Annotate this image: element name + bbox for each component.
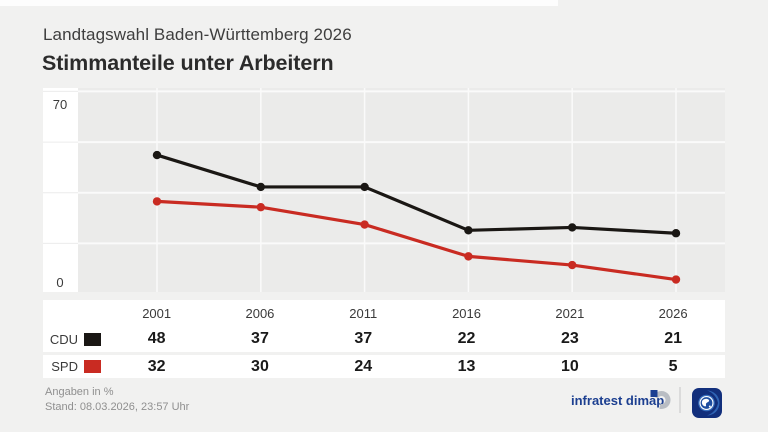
value-cell-cdu: 37 bbox=[354, 330, 373, 347]
data-point-spd bbox=[671, 275, 681, 284]
data-point-cdu bbox=[568, 223, 577, 232]
unit-note: Angaben in % bbox=[45, 386, 114, 398]
value-cell-spd: 5 bbox=[668, 357, 678, 375]
year-header-cell: 2011 bbox=[349, 305, 378, 321]
top-highlight-strip bbox=[0, 0, 558, 6]
year-header-cell: 2026 bbox=[658, 305, 688, 321]
value-cell-cdu: 23 bbox=[560, 330, 579, 347]
data-point-cdu bbox=[671, 229, 681, 238]
value-cell-cdu: 48 bbox=[147, 330, 166, 347]
value-cell-spd: 32 bbox=[147, 357, 166, 375]
plot-area bbox=[78, 88, 725, 292]
legend-cell-cdu: CDU bbox=[43, 326, 105, 352]
y-axis-tick-zero: 0 bbox=[56, 275, 63, 290]
data-point-spd bbox=[360, 220, 369, 229]
value-cell-spd: 10 bbox=[560, 357, 579, 375]
year-header-cell: 2021 bbox=[555, 305, 585, 321]
table-year-header-row: 2001 2006 2011 2016 2021 2026 bbox=[43, 300, 725, 326]
value-cell-spd: 24 bbox=[354, 357, 373, 375]
data-point-cdu bbox=[464, 226, 473, 235]
page-title: Stimmanteile unter Arbeitern bbox=[42, 51, 334, 75]
data-point-cdu bbox=[256, 182, 265, 192]
data-point-spd bbox=[464, 252, 473, 261]
data-point-spd bbox=[256, 202, 265, 212]
party-name-label: CDU bbox=[49, 331, 78, 347]
row-divider bbox=[43, 352, 725, 355]
y-axis-tick-max: 70 bbox=[53, 97, 67, 112]
y-axis-label-column bbox=[43, 88, 78, 292]
table-row: CDU 48 37 37 22 23 21 bbox=[43, 326, 725, 352]
footer-divider bbox=[679, 387, 681, 413]
year-header-cell: 2006 bbox=[245, 305, 275, 321]
chart-subtitle: Landtagswahl Baden-Württemberg 2026 bbox=[43, 25, 352, 44]
value-cell-spd: 30 bbox=[251, 357, 269, 375]
value-cell-cdu: 21 bbox=[664, 330, 683, 347]
data-point-spd bbox=[152, 197, 162, 206]
party-name-label: SPD bbox=[51, 359, 78, 374]
year-header-cell: 2016 bbox=[452, 305, 481, 321]
table-row: SPD 32 30 24 13 10 5 bbox=[43, 355, 725, 378]
timestamp-note: Stand: 08.03.2026, 23:57 Uhr bbox=[45, 401, 190, 413]
data-point-cdu bbox=[152, 150, 162, 160]
legend-cell-spd: SPD bbox=[43, 355, 105, 378]
data-table: 2001 2006 2011 2016 2021 2026 CDU 48 37 37 22 23 21… bbox=[43, 300, 725, 378]
value-cell-spd: 13 bbox=[457, 357, 476, 375]
series-line-cdu bbox=[155, 153, 678, 235]
ard-tagesschau-logo bbox=[692, 388, 722, 418]
legend-swatch-cdu bbox=[84, 332, 101, 346]
value-cell-cdu: 22 bbox=[457, 330, 476, 347]
infratest-dimap-logo-icon bbox=[650, 390, 671, 409]
year-header-cell: 2001 bbox=[142, 305, 172, 321]
data-point-spd bbox=[568, 260, 577, 270]
series-line-spd bbox=[155, 199, 678, 282]
source-label: infratest dimap bbox=[571, 393, 665, 408]
value-cell-cdu: 37 bbox=[251, 330, 269, 347]
line-chart-canvas: 70 0 bbox=[43, 88, 725, 292]
legend-swatch-spd bbox=[84, 360, 101, 373]
data-point-cdu bbox=[360, 182, 369, 192]
